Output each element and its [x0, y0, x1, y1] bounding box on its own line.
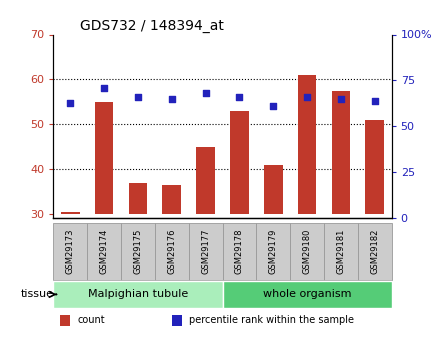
Bar — [61, 212, 80, 214]
Bar — [256, 223, 290, 280]
Bar — [230, 111, 249, 214]
Point — [168, 96, 175, 102]
Point — [134, 94, 142, 100]
Bar — [324, 223, 358, 280]
Bar — [290, 223, 324, 280]
Text: GSM29175: GSM29175 — [134, 229, 142, 274]
Bar — [196, 147, 215, 214]
Text: percentile rank within the sample: percentile rank within the sample — [189, 315, 354, 325]
Text: GSM29177: GSM29177 — [201, 229, 210, 274]
Text: whole organism: whole organism — [263, 289, 351, 299]
Point — [371, 98, 378, 104]
Text: GSM29180: GSM29180 — [303, 229, 312, 274]
Point — [236, 94, 243, 100]
Text: GSM29179: GSM29179 — [269, 229, 278, 274]
Bar — [53, 223, 87, 280]
Bar — [222, 281, 392, 308]
Text: Malpighian tubule: Malpighian tubule — [88, 289, 188, 299]
Text: GSM29178: GSM29178 — [235, 229, 244, 274]
Text: GSM29174: GSM29174 — [100, 229, 109, 274]
Text: GSM29181: GSM29181 — [336, 229, 345, 274]
Bar — [60, 315, 70, 326]
Bar — [358, 223, 392, 280]
Bar — [87, 223, 121, 280]
Bar — [95, 102, 113, 214]
Bar — [189, 223, 222, 280]
Point — [202, 91, 209, 96]
Text: GSM29182: GSM29182 — [370, 229, 379, 274]
Bar — [155, 223, 189, 280]
Bar — [162, 185, 181, 214]
Text: tissue: tissue — [21, 289, 54, 299]
Bar — [172, 315, 182, 326]
Bar — [129, 183, 147, 214]
Bar — [365, 120, 384, 214]
Point — [303, 94, 311, 100]
Text: count: count — [77, 315, 105, 325]
Bar — [121, 223, 155, 280]
Bar — [53, 281, 222, 308]
Text: GSM29176: GSM29176 — [167, 229, 176, 274]
Bar — [298, 75, 316, 214]
Point — [101, 85, 108, 91]
Point — [67, 100, 74, 105]
Point — [270, 104, 277, 109]
Point — [337, 96, 344, 102]
Text: GDS732 / 148394_at: GDS732 / 148394_at — [81, 19, 224, 33]
Bar — [222, 223, 256, 280]
Bar — [332, 91, 350, 214]
Bar — [264, 165, 283, 214]
Text: GSM29173: GSM29173 — [66, 229, 75, 274]
